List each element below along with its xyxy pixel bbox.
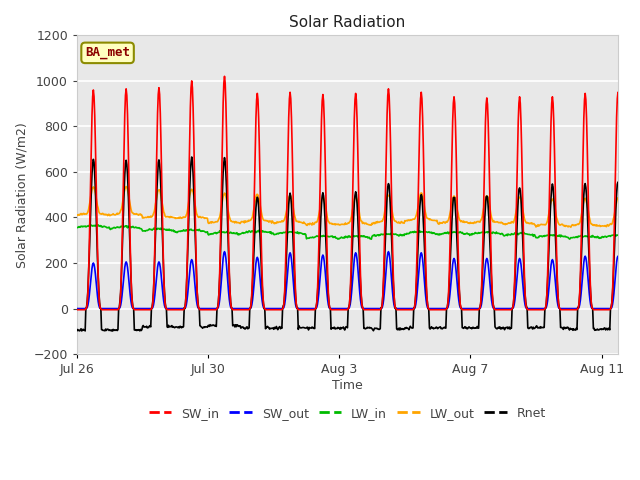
LW_out	[409, 216, 417, 222]
SW_out	[409, 306, 417, 312]
SW_in	[186, 134, 193, 140]
LW_out	[567, 224, 575, 230]
Title: Solar Radiation: Solar Radiation	[289, 15, 406, 30]
LW_in	[186, 227, 194, 232]
LW_out	[186, 190, 194, 196]
X-axis label: Time: Time	[332, 379, 363, 392]
LW_out	[362, 220, 370, 226]
Rnet	[186, 169, 194, 175]
LW_in	[138, 226, 145, 232]
Line: LW_in: LW_in	[77, 225, 634, 239]
LW_in	[73, 225, 81, 230]
Line: SW_in: SW_in	[77, 76, 634, 310]
Line: SW_out: SW_out	[77, 252, 634, 309]
SW_out	[499, 306, 507, 312]
LW_in	[500, 233, 508, 239]
Rnet	[73, 328, 81, 334]
LW_out	[499, 221, 507, 227]
SW_in	[137, 307, 145, 312]
LW_in	[630, 235, 637, 241]
LW_in	[94, 222, 102, 228]
Rnet	[109, 328, 116, 334]
SW_in	[409, 307, 417, 312]
Y-axis label: Solar Radiation (W/m2): Solar Radiation (W/m2)	[15, 122, 28, 267]
Rnet	[410, 305, 417, 311]
SW_out	[137, 306, 145, 312]
LW_out	[138, 212, 145, 218]
SW_out	[362, 306, 370, 312]
LW_in	[149, 227, 157, 232]
Legend: SW_in, SW_out, LW_in, LW_out, Rnet: SW_in, SW_out, LW_in, LW_out, Rnet	[144, 402, 551, 425]
LW_out	[149, 213, 157, 218]
Rnet	[363, 325, 371, 331]
Rnet	[500, 325, 508, 331]
Rnet	[188, 154, 196, 160]
LW_in	[362, 234, 370, 240]
SW_in	[73, 307, 81, 312]
LW_out	[630, 224, 637, 229]
SW_out	[186, 269, 193, 275]
Line: LW_out: LW_out	[77, 187, 634, 227]
LW_in	[367, 236, 375, 242]
SW_in	[630, 307, 637, 312]
SW_out	[73, 306, 81, 312]
SW_in	[499, 307, 507, 312]
SW_out	[221, 249, 228, 254]
Rnet	[138, 328, 145, 334]
LW_out	[73, 212, 81, 218]
LW_out	[122, 184, 130, 190]
SW_out	[630, 306, 637, 312]
Rnet	[149, 299, 157, 304]
Line: Rnet: Rnet	[77, 157, 634, 331]
Text: BA_met: BA_met	[85, 47, 130, 60]
SW_out	[148, 306, 156, 312]
SW_in	[221, 73, 228, 79]
SW_in	[148, 305, 156, 311]
Rnet	[630, 326, 637, 332]
SW_in	[362, 307, 370, 312]
LW_in	[410, 230, 417, 236]
